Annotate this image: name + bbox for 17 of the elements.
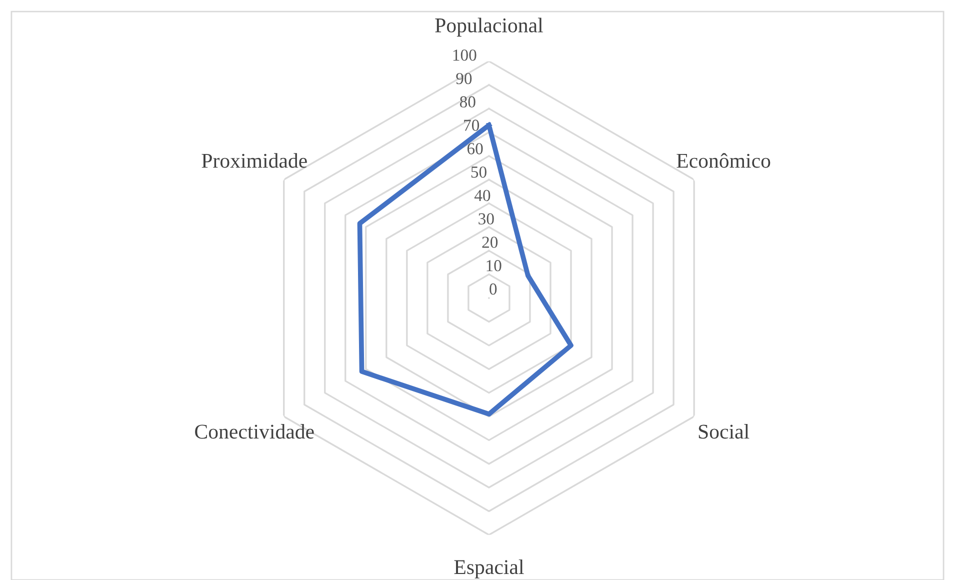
y-tick-label: 50 [471, 166, 486, 178]
y-tick-label: 60 [467, 143, 483, 154]
spoke-label: Conectividade [195, 424, 314, 439]
spoke-label: Espacial [454, 559, 524, 578]
spoke-label: Proximidade [202, 153, 307, 168]
y-tick-label: 30 [478, 213, 494, 224]
y-tick-label: 20 [482, 236, 498, 248]
y-tick-label: 100 [453, 50, 476, 61]
y-tick-label: 40 [474, 190, 490, 202]
spoke-label: Social [698, 424, 750, 439]
spoke-label: Econômico [676, 153, 770, 168]
spoke-label: Populacional [435, 18, 543, 37]
y-tick-label: 0 [490, 283, 497, 295]
y-tick-label: 90 [456, 72, 472, 84]
y-tick-label: 80 [460, 96, 476, 108]
y-tick-label: 70 [464, 120, 480, 131]
y-tick-label: 10 [486, 260, 502, 272]
